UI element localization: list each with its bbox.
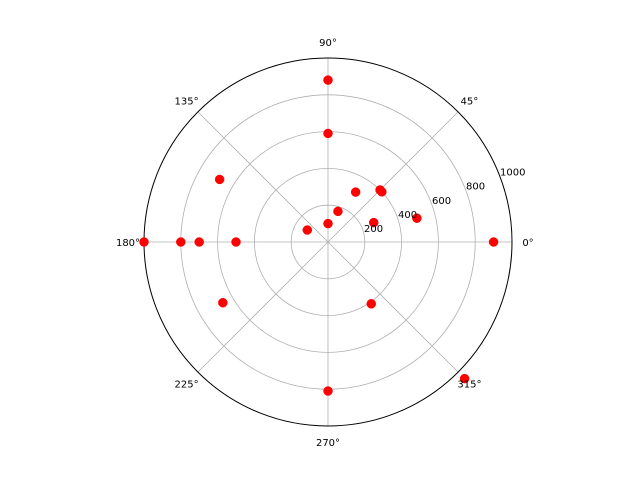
data-point bbox=[488, 237, 499, 247]
data-point bbox=[323, 386, 333, 396]
data-point bbox=[194, 237, 204, 247]
theta-tick-label: 270° bbox=[316, 438, 340, 449]
angular-gridline bbox=[197, 241, 329, 373]
radial-tick-label: 600 bbox=[432, 196, 451, 207]
theta-tick-label: 225° bbox=[175, 379, 199, 390]
radial-tick-label: 200 bbox=[364, 224, 383, 235]
data-point bbox=[323, 218, 333, 229]
points-layer bbox=[139, 75, 499, 396]
data-point bbox=[368, 217, 379, 228]
theta-tick-label: 180° bbox=[116, 238, 140, 249]
radial-tick-label: 1000 bbox=[500, 168, 525, 179]
data-point bbox=[459, 373, 470, 384]
theta-tick-label: 0° bbox=[522, 238, 533, 249]
radial-tick-label: 400 bbox=[398, 210, 417, 221]
data-point bbox=[323, 128, 333, 139]
data-point bbox=[412, 213, 422, 223]
angular-gridline bbox=[327, 241, 459, 373]
data-point bbox=[176, 237, 186, 247]
radial-tick-label: 800 bbox=[466, 182, 485, 193]
angular-gridline bbox=[197, 111, 329, 243]
data-point bbox=[333, 206, 343, 217]
data-point bbox=[366, 299, 377, 309]
data-point bbox=[214, 174, 225, 185]
data-point bbox=[350, 187, 361, 197]
labels-layer: 0° 45° 90° 135° 180° 225° 270° 315° 200 400 600 800… bbox=[116, 38, 534, 449]
theta-tick-label: 90° bbox=[319, 38, 337, 49]
data-point bbox=[375, 185, 385, 195]
theta-tick-label: 45° bbox=[461, 97, 479, 108]
angular-gridline bbox=[327, 111, 459, 243]
theta-tick-label: 135° bbox=[175, 97, 199, 108]
data-point bbox=[218, 297, 228, 308]
data-point bbox=[302, 225, 313, 235]
data-point bbox=[231, 237, 241, 247]
data-point bbox=[323, 75, 333, 85]
theta-tick-label: 315° bbox=[457, 379, 481, 390]
data-point bbox=[139, 237, 149, 247]
